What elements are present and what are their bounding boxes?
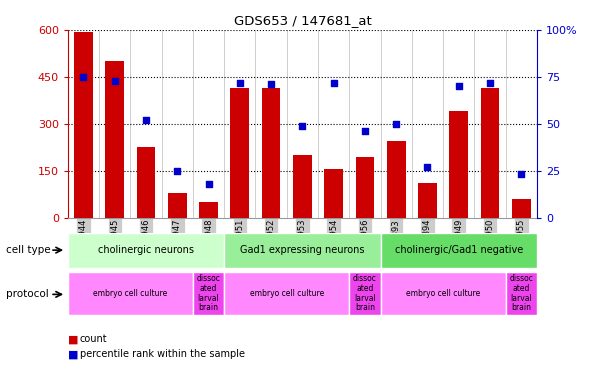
Text: embryo cell culture: embryo cell culture: [406, 289, 480, 298]
Text: dissoc
ated
larval
brain: dissoc ated larval brain: [509, 274, 533, 312]
Point: [360, 128, 369, 134]
Bar: [481, 88, 499, 218]
Bar: [356, 157, 374, 218]
Bar: [193, 272, 224, 315]
Point: [329, 80, 339, 86]
Point: [110, 78, 119, 84]
Bar: [168, 192, 186, 217]
Text: protocol: protocol: [6, 290, 48, 299]
Bar: [137, 147, 155, 218]
Bar: [68, 232, 224, 268]
Point: [517, 171, 526, 177]
Point: [173, 168, 182, 174]
Text: count: count: [80, 334, 107, 344]
Text: embryo cell culture: embryo cell culture: [93, 289, 168, 298]
Text: cholinergic/Gad1 negative: cholinergic/Gad1 negative: [395, 245, 523, 255]
Bar: [231, 88, 249, 218]
Point: [235, 80, 244, 86]
Point: [422, 164, 432, 170]
Text: embryo cell culture: embryo cell culture: [250, 289, 324, 298]
Bar: [199, 202, 218, 217]
Point: [79, 74, 88, 80]
Text: dissoc
ated
larval
brain: dissoc ated larval brain: [353, 274, 377, 312]
Text: ■: ■: [68, 334, 78, 344]
Bar: [68, 272, 193, 315]
Text: cholinergic neurons: cholinergic neurons: [98, 245, 194, 255]
Bar: [381, 232, 537, 268]
Title: GDS653 / 147681_at: GDS653 / 147681_at: [234, 15, 371, 27]
Bar: [293, 155, 312, 218]
Bar: [74, 32, 93, 217]
Bar: [381, 272, 506, 315]
Point: [267, 81, 276, 87]
Point: [391, 121, 401, 127]
Text: ■: ■: [68, 350, 78, 359]
Text: cell type: cell type: [6, 245, 51, 255]
Bar: [324, 169, 343, 217]
Point: [485, 80, 494, 86]
Bar: [349, 272, 381, 315]
Bar: [106, 61, 124, 217]
Bar: [224, 272, 349, 315]
Bar: [262, 88, 280, 218]
Point: [142, 117, 151, 123]
Bar: [506, 272, 537, 315]
Text: dissoc
ated
larval
brain: dissoc ated larval brain: [196, 274, 221, 312]
Bar: [418, 183, 437, 218]
Bar: [224, 232, 381, 268]
Text: percentile rank within the sample: percentile rank within the sample: [80, 350, 245, 359]
Bar: [512, 199, 530, 217]
Bar: [450, 111, 468, 218]
Point: [297, 123, 307, 129]
Text: Gad1 expressing neurons: Gad1 expressing neurons: [240, 245, 365, 255]
Point: [454, 83, 464, 89]
Point: [204, 181, 214, 187]
Bar: [387, 141, 405, 218]
